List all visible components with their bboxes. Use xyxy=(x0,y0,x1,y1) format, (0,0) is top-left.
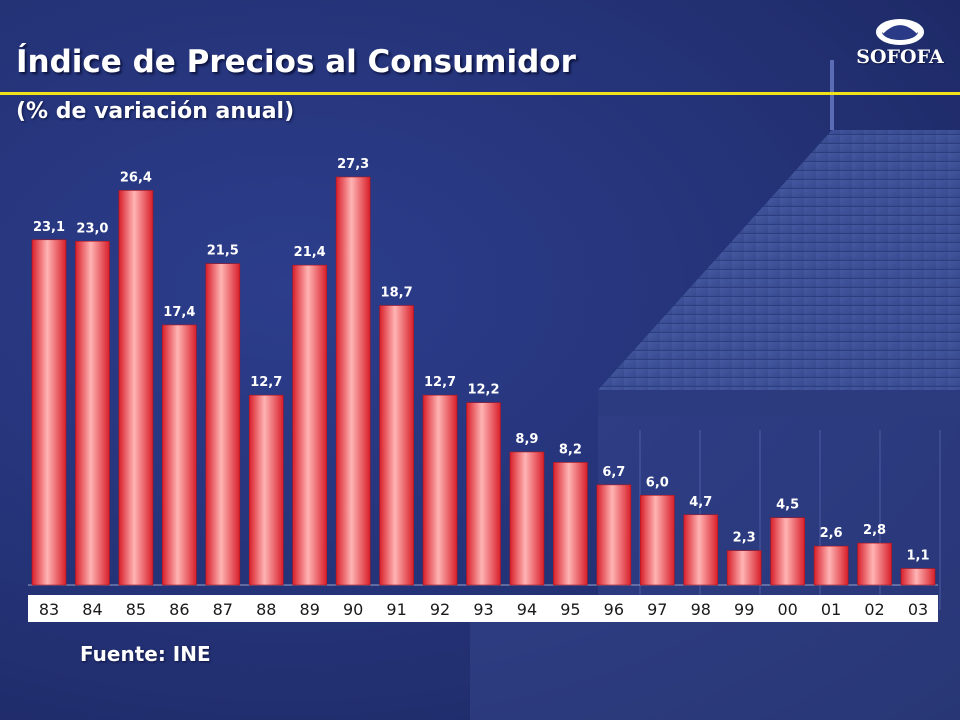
value-label-91: 18,7 xyxy=(381,286,413,301)
x-tick-02: 02 xyxy=(864,600,884,619)
x-tick-92: 92 xyxy=(430,600,450,619)
bar-99 xyxy=(726,550,762,586)
value-label-95: 8,2 xyxy=(559,442,582,457)
bar-92 xyxy=(422,394,458,586)
bar-84 xyxy=(75,240,110,586)
value-label-93: 12,2 xyxy=(467,383,499,398)
logo-text: SOFOFA xyxy=(856,46,944,68)
bar-03 xyxy=(900,568,936,586)
value-label-94: 8,9 xyxy=(515,432,538,447)
value-label-84: 23,0 xyxy=(76,221,108,236)
x-tick-95: 95 xyxy=(560,600,580,619)
x-tick-03: 03 xyxy=(908,600,928,619)
page-title: Índice de Precios al Consumidor xyxy=(16,44,576,80)
value-label-96: 6,7 xyxy=(602,465,625,480)
value-label-99: 2,3 xyxy=(733,531,756,546)
bar-97 xyxy=(639,495,675,586)
value-label-03: 1,1 xyxy=(906,549,929,564)
x-tick-94: 94 xyxy=(517,600,537,619)
bar-00 xyxy=(770,517,805,586)
value-label-83: 23,1 xyxy=(33,220,65,235)
x-tick-88: 88 xyxy=(256,600,276,619)
value-label-86: 17,4 xyxy=(163,305,195,320)
x-tick-97: 97 xyxy=(647,600,667,619)
x-tick-84: 84 xyxy=(82,600,102,619)
x-tick-89: 89 xyxy=(300,600,320,619)
page-subtitle: (% de variación anual) xyxy=(16,99,295,124)
bar-94 xyxy=(509,451,545,586)
value-label-02: 2,8 xyxy=(863,523,886,538)
source-note: Fuente: INE xyxy=(80,642,211,666)
x-tick-96: 96 xyxy=(604,600,624,619)
bar-85 xyxy=(118,190,154,586)
value-label-85: 26,4 xyxy=(120,170,152,185)
bar-98 xyxy=(683,514,719,586)
value-label-90: 27,3 xyxy=(337,157,369,172)
x-axis-band xyxy=(28,595,938,622)
bar-91 xyxy=(379,305,414,586)
value-label-88: 12,7 xyxy=(250,375,282,390)
sofofa-logo: SOFOFA xyxy=(848,10,952,76)
value-label-92: 12,7 xyxy=(424,375,456,390)
x-tick-01: 01 xyxy=(821,600,841,619)
value-label-01: 2,6 xyxy=(820,526,843,541)
value-label-87: 21,5 xyxy=(207,244,239,259)
value-label-98: 4,7 xyxy=(689,495,712,510)
x-tick-98: 98 xyxy=(691,600,711,619)
x-tick-85: 85 xyxy=(126,600,146,619)
bar-02 xyxy=(857,542,892,586)
x-tick-86: 86 xyxy=(169,600,189,619)
x-tick-90: 90 xyxy=(343,600,363,619)
bar-93 xyxy=(466,402,501,586)
bar-89 xyxy=(292,264,328,586)
bar-96 xyxy=(596,484,632,586)
bar-95 xyxy=(553,462,588,586)
value-label-89: 21,4 xyxy=(294,245,326,260)
x-tick-83: 83 xyxy=(39,600,59,619)
value-label-00: 4,5 xyxy=(776,498,799,513)
bar-86 xyxy=(162,324,197,586)
x-tick-93: 93 xyxy=(473,600,493,619)
logo-emblem-icon xyxy=(876,19,924,45)
x-tick-87: 87 xyxy=(213,600,233,619)
bar-90 xyxy=(335,176,371,586)
bar-87 xyxy=(205,263,241,586)
bar-01 xyxy=(813,545,849,586)
x-tick-99: 99 xyxy=(734,600,754,619)
x-tick-00: 00 xyxy=(777,600,797,619)
bar-88 xyxy=(248,394,284,586)
bar-83 xyxy=(31,239,67,586)
x-tick-91: 91 xyxy=(386,600,406,619)
title-underline xyxy=(0,92,960,95)
value-label-97: 6,0 xyxy=(646,475,669,490)
